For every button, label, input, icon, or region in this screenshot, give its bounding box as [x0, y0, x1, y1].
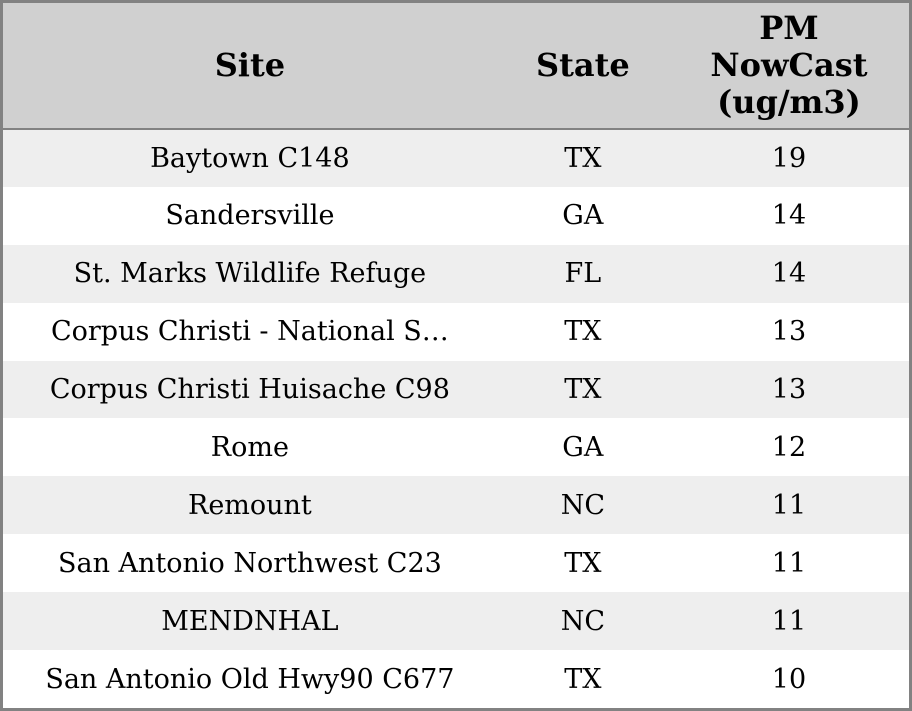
state-cell: TX [564, 547, 602, 579]
data-table: Site State PM NowCast (ug/m3) Baytown C1… [3, 3, 909, 708]
pm-value-cell: 11 [771, 489, 807, 521]
table-row: Rome GA 12 [3, 418, 909, 477]
table-row: Remount NC 11 [3, 476, 909, 535]
state-cell: NC [560, 489, 605, 521]
site-cell: Remount [187, 489, 312, 521]
pm-value-cell: 19 [771, 142, 807, 174]
state-cell: FL [564, 258, 602, 290]
state-cell: GA [562, 200, 604, 232]
site-cell: Baytown C148 [150, 142, 350, 174]
state-cell: TX [564, 374, 602, 405]
site-cell: Rome [210, 431, 289, 463]
state-cell: TX [564, 663, 602, 695]
state-cell: GA [562, 431, 604, 463]
pm-value-cell: 10 [771, 663, 807, 695]
state-cell: TX [564, 142, 602, 174]
pm-value-cell: 13 [771, 374, 807, 405]
pm-value-cell: 14 [771, 200, 807, 232]
site-cell: MENDNHAL [161, 605, 339, 637]
header-row: Site State PM NowCast (ug/m3) [3, 3, 909, 130]
pm-value-cell: 14 [771, 258, 807, 290]
state-cell: TX [564, 316, 602, 348]
table-row: San Antonio Old Hwy90 C677 TX 10 [3, 650, 909, 708]
col-header-state: State [496, 3, 669, 130]
pm-value-cell: 11 [771, 605, 807, 637]
site-cell: San Antonio Old Hwy90 C677 [45, 663, 455, 695]
site-cell: Sandersville [165, 200, 335, 232]
table-row: Sandersville GA 14 [3, 186, 909, 245]
state-cell: NC [560, 605, 605, 637]
table-row: MENDNHAL NC 11 [3, 592, 909, 651]
pm-value-cell: 13 [771, 316, 807, 348]
table-row: Corpus Christi Huisache C98 TX 13 [3, 360, 909, 419]
pm-value-cell: 11 [771, 547, 807, 579]
table-row: Corpus Christi - National S… TX 13 [3, 302, 909, 361]
col-header-site: Site [3, 3, 497, 130]
col-header-pm-nowcast: PM NowCast (ug/m3) [668, 3, 909, 130]
pm-value-cell: 12 [771, 431, 807, 463]
site-cell: Corpus Christi - National S… [50, 316, 449, 348]
site-cell: Corpus Christi Huisache C98 [49, 374, 450, 405]
site-cell: St. Marks Wildlife Refuge [73, 258, 427, 290]
site-cell: San Antonio Northwest C23 [57, 547, 442, 579]
table-row: San Antonio Northwest C23 TX 11 [3, 534, 909, 593]
table-row: Baytown C148 TX 19 [3, 129, 909, 187]
table-row: St. Marks Wildlife Refuge FL 14 [3, 244, 909, 303]
